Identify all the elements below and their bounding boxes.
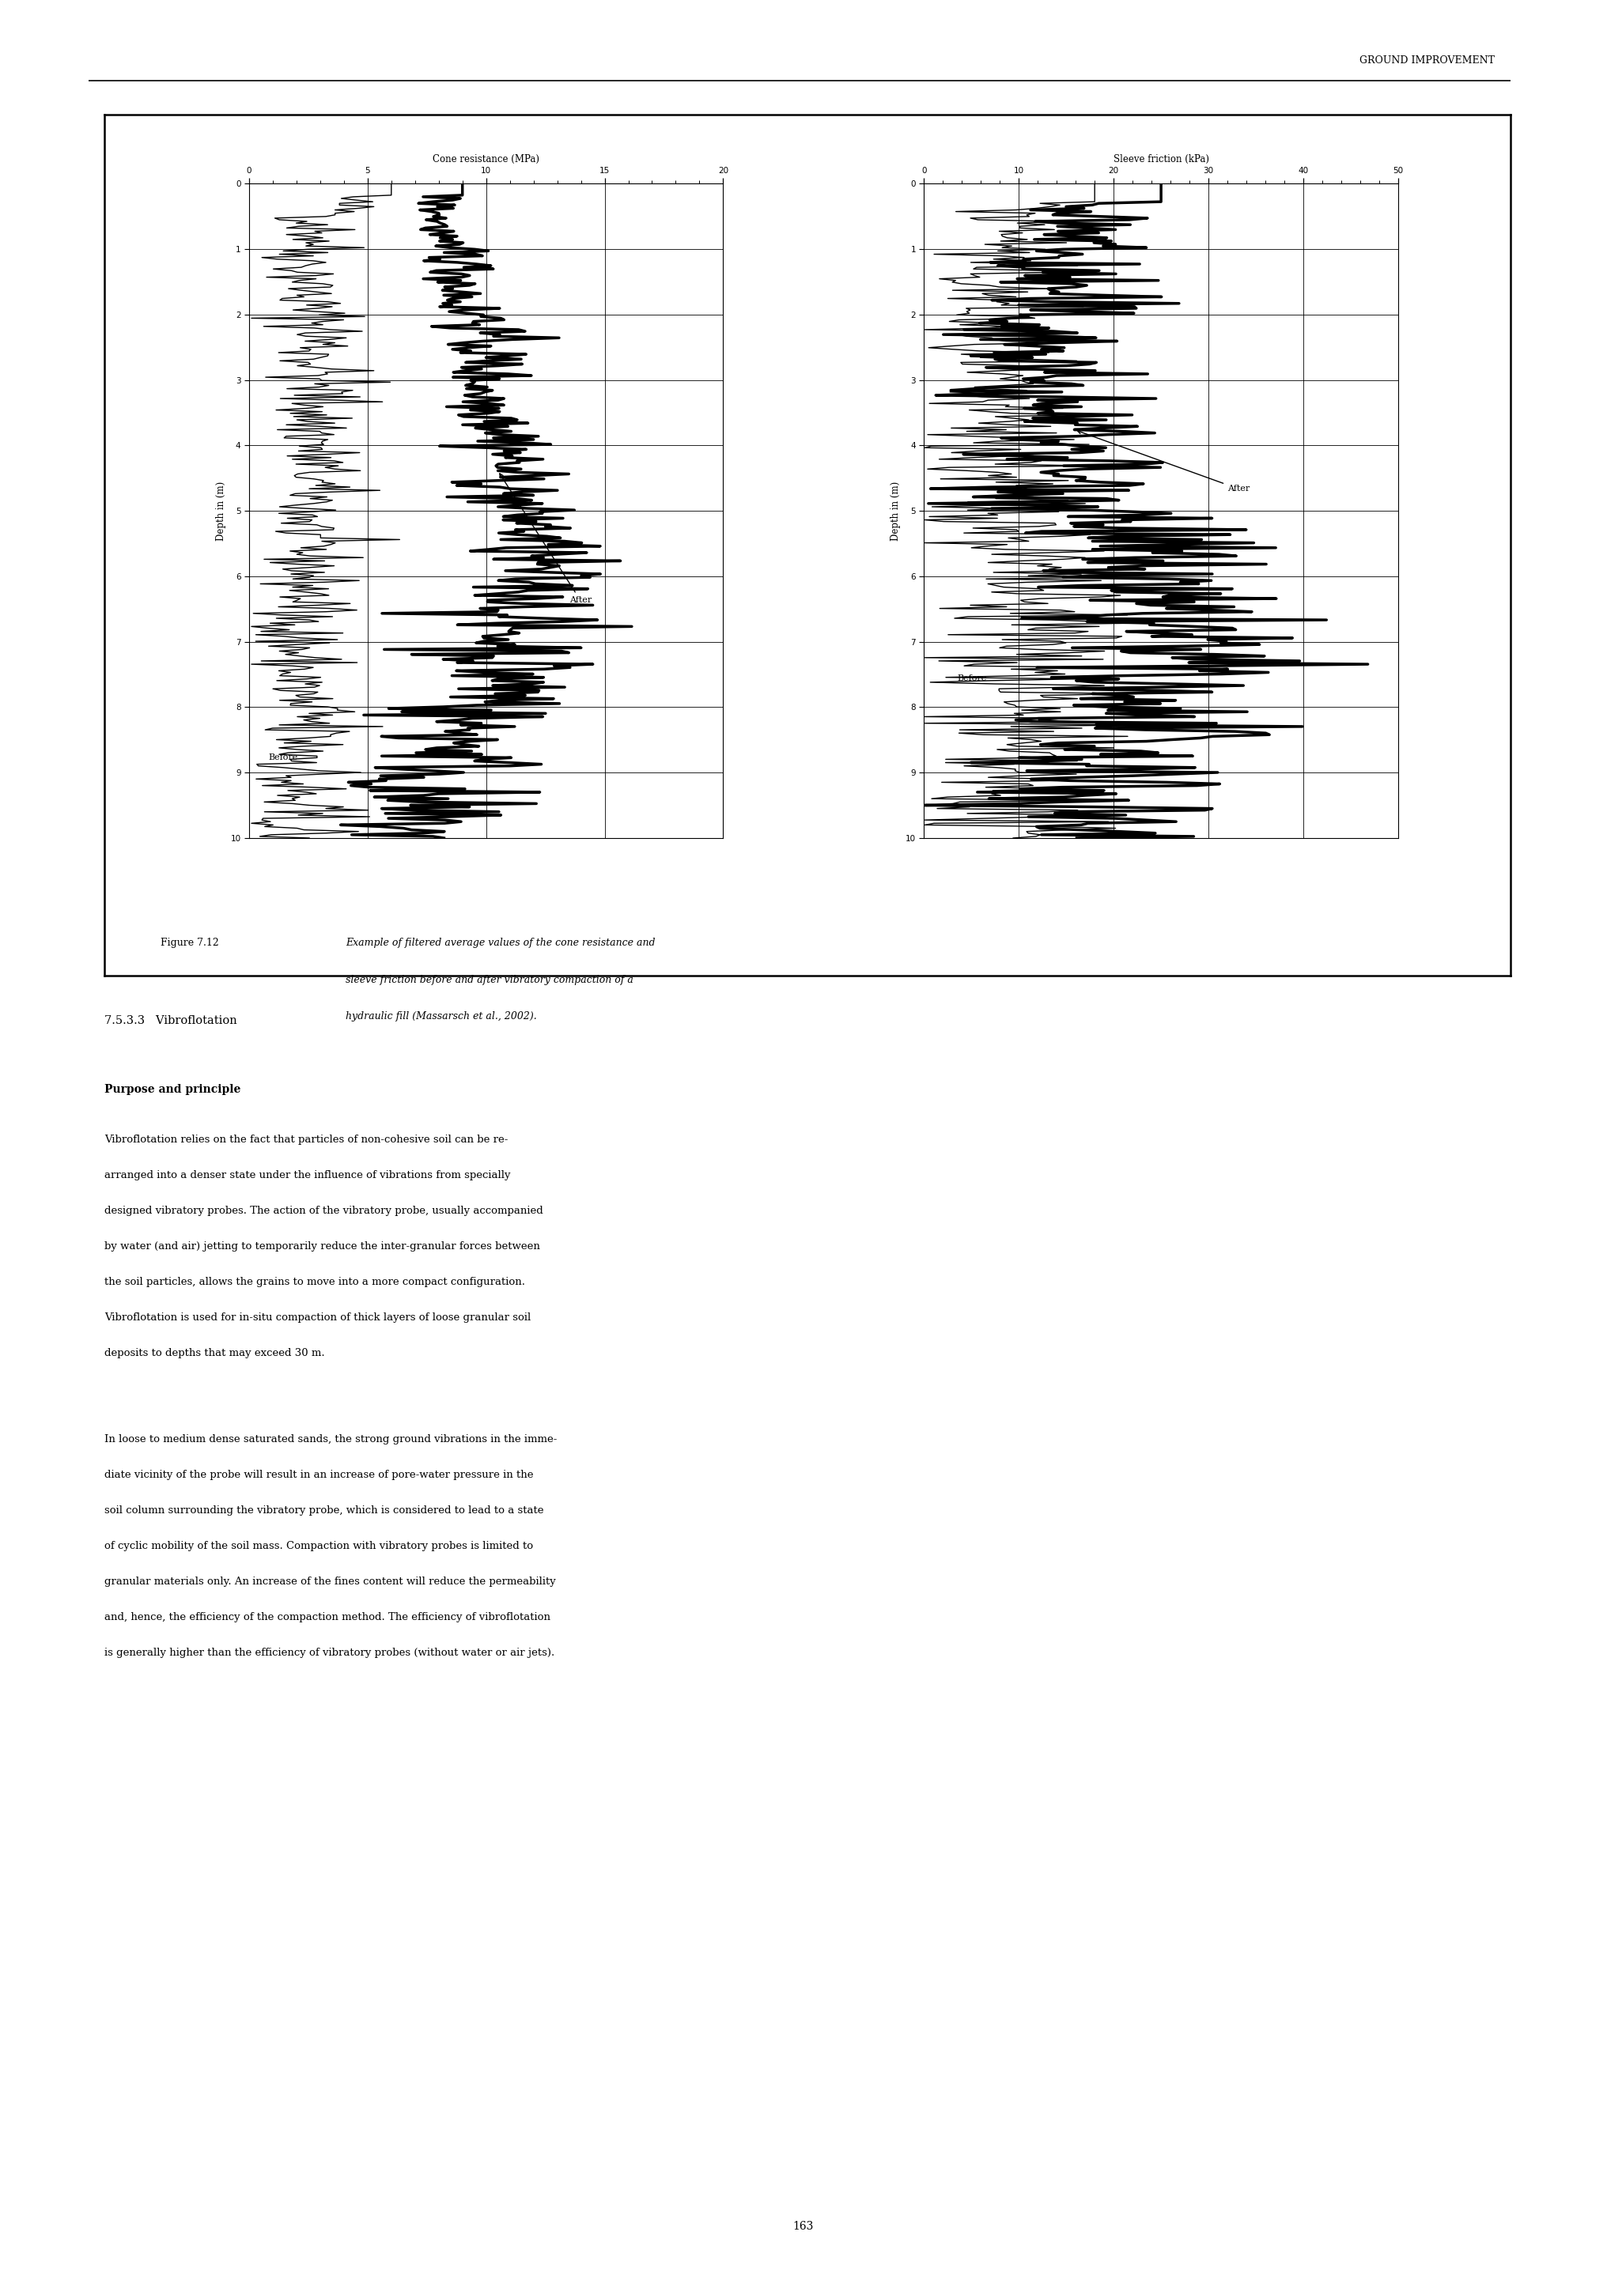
Y-axis label: Depth in (m): Depth in (m) <box>215 482 227 540</box>
Text: Vibroflotation relies on the fact that particles of non-cohesive soil can be re-: Vibroflotation relies on the fact that p… <box>104 1134 508 1143</box>
Text: soil column surrounding the vibratory probe, which is considered to lead to a st: soil column surrounding the vibratory pr… <box>104 1506 543 1515</box>
Text: Example of filtered average values of the cone resistance and: Example of filtered average values of th… <box>346 939 656 948</box>
Text: Before: Before <box>958 675 987 682</box>
Text: After: After <box>1078 429 1250 494</box>
Text: 7.5.3.3   Vibroflotation: 7.5.3.3 Vibroflotation <box>104 1015 238 1026</box>
Text: deposits to depths that may exceed 30 m.: deposits to depths that may exceed 30 m. <box>104 1348 325 1357</box>
Text: Vibroflotation is used for in-situ compaction of thick layers of loose granular : Vibroflotation is used for in-situ compa… <box>104 1311 530 1322</box>
Text: the soil particles, allows the grains to move into a more compact configuration.: the soil particles, allows the grains to… <box>104 1277 525 1286</box>
Text: by water (and air) jetting to temporarily reduce the inter-granular forces betwe: by water (and air) jetting to temporaril… <box>104 1240 540 1251</box>
Text: is generally higher than the efficiency of vibratory probes (without water or ai: is generally higher than the efficiency … <box>104 1649 554 1658</box>
Text: granular materials only. An increase of the fines content will reduce the permea: granular materials only. An increase of … <box>104 1575 556 1587</box>
X-axis label: Cone resistance (MPa): Cone resistance (MPa) <box>432 154 540 165</box>
Text: sleeve friction before and after vibratory compaction of a: sleeve friction before and after vibrato… <box>346 976 633 985</box>
Text: After: After <box>500 473 591 604</box>
Text: arranged into a denser state under the influence of vibrations from specially: arranged into a denser state under the i… <box>104 1169 511 1180</box>
Text: of cyclic mobility of the soil mass. Compaction with vibratory probes is limited: of cyclic mobility of the soil mass. Com… <box>104 1541 534 1550</box>
X-axis label: Sleeve friction (kPa): Sleeve friction (kPa) <box>1114 154 1208 165</box>
Text: Before: Before <box>268 753 297 760</box>
Text: hydraulic fill (Massarsch et al., 2002).: hydraulic fill (Massarsch et al., 2002). <box>346 1013 537 1022</box>
Text: Figure 7.12: Figure 7.12 <box>161 939 219 948</box>
Text: diate vicinity of the probe will result in an increase of pore-water pressure in: diate vicinity of the probe will result … <box>104 1469 534 1479</box>
Text: In loose to medium dense saturated sands, the strong ground vibrations in the im: In loose to medium dense saturated sands… <box>104 1433 558 1444</box>
Text: and, hence, the efficiency of the compaction method. The efficiency of vibroflot: and, hence, the efficiency of the compac… <box>104 1612 551 1621</box>
Y-axis label: Depth in (m): Depth in (m) <box>890 482 902 540</box>
Text: designed vibratory probes. The action of the vibratory probe, usually accompanie: designed vibratory probes. The action of… <box>104 1205 543 1215</box>
Text: GROUND IMPROVEMENT: GROUND IMPROVEMENT <box>1360 55 1495 64</box>
Text: Purpose and principle: Purpose and principle <box>104 1084 241 1095</box>
Text: 163: 163 <box>794 2220 813 2232</box>
